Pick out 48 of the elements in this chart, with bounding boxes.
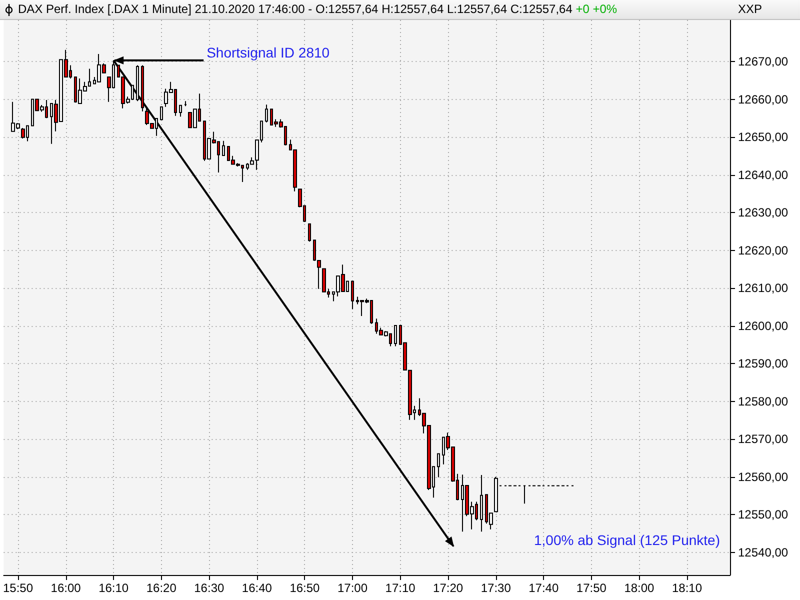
- candlestick: [394, 324, 397, 347]
- y-tick-label: 12540,00: [738, 545, 788, 560]
- x-tick-label: 18:00: [624, 581, 655, 595]
- x-tick-label: 17:30: [480, 581, 512, 595]
- chart-subtitle: +0 +0%: [576, 2, 618, 16]
- candlestick: [523, 485, 526, 504]
- y-tick-label: 12600,00: [738, 318, 788, 333]
- candlestick: [265, 104, 268, 123]
- candlestick: [351, 280, 354, 310]
- x-tick-label: 16:40: [242, 581, 272, 595]
- candlestick: [308, 223, 311, 242]
- y-tick-label: 12560,00: [738, 470, 788, 484]
- y-tick-label: 12640,00: [738, 168, 788, 182]
- y-tick-label: 12660,00: [738, 92, 788, 106]
- x-tick-label: 18:10: [672, 581, 702, 595]
- candlestick: [480, 474, 483, 532]
- y-tick-label: 12590,00: [738, 356, 788, 371]
- x-tick-label: 16:00: [50, 581, 82, 595]
- y-tick-label: 12570,00: [738, 432, 788, 446]
- y-tick-label: 12550,00: [738, 508, 788, 522]
- candlestick: [179, 104, 182, 118]
- y-tick-label: 12610,00: [738, 281, 788, 296]
- x-tick-label: 16:20: [146, 581, 177, 595]
- candlestick: [222, 140, 225, 156]
- x-tick-label: 17:10: [385, 581, 416, 595]
- annotation: 1,00% ab Signal (125 Punkte): [534, 532, 720, 548]
- y-tick-label: 12580,00: [738, 394, 788, 408]
- candlestick: [21, 127, 25, 140]
- y-tick-label: 12630,00: [738, 206, 788, 220]
- y-tick-label: 12670,00: [738, 54, 788, 69]
- y-tick-label: 12620,00: [738, 243, 788, 258]
- x-tick-label: 16:10: [98, 581, 129, 595]
- x-tick-label: 17:00: [337, 581, 368, 595]
- candlestick: [141, 64, 144, 112]
- x-tick-label: 16:50: [290, 581, 320, 595]
- x-tick-label: 17:20: [433, 581, 464, 595]
- candlestick: [160, 106, 163, 120]
- candlestick: [494, 476, 498, 512]
- text: XXP: [738, 1, 762, 18]
- x-tick-label: 17:40: [528, 581, 559, 595]
- candlestick: [136, 64, 139, 102]
- x-tick-label: 17:50: [576, 581, 607, 595]
- candlestick: [437, 453, 440, 478]
- y-tick-label: 12650,00: [738, 130, 788, 144]
- x-tick-label: 16:30: [194, 581, 224, 595]
- chart-title: DAX Perf. Index [.DAX 1 Minute] 21.10.2020 17:46:00 - O:12557,64 H:12557,64 L:12557,64 C:12557,64: [18, 2, 572, 16]
- annotation: Shortsignal ID 2810: [206, 44, 330, 60]
- x-tick-label: 15:50: [3, 581, 34, 595]
